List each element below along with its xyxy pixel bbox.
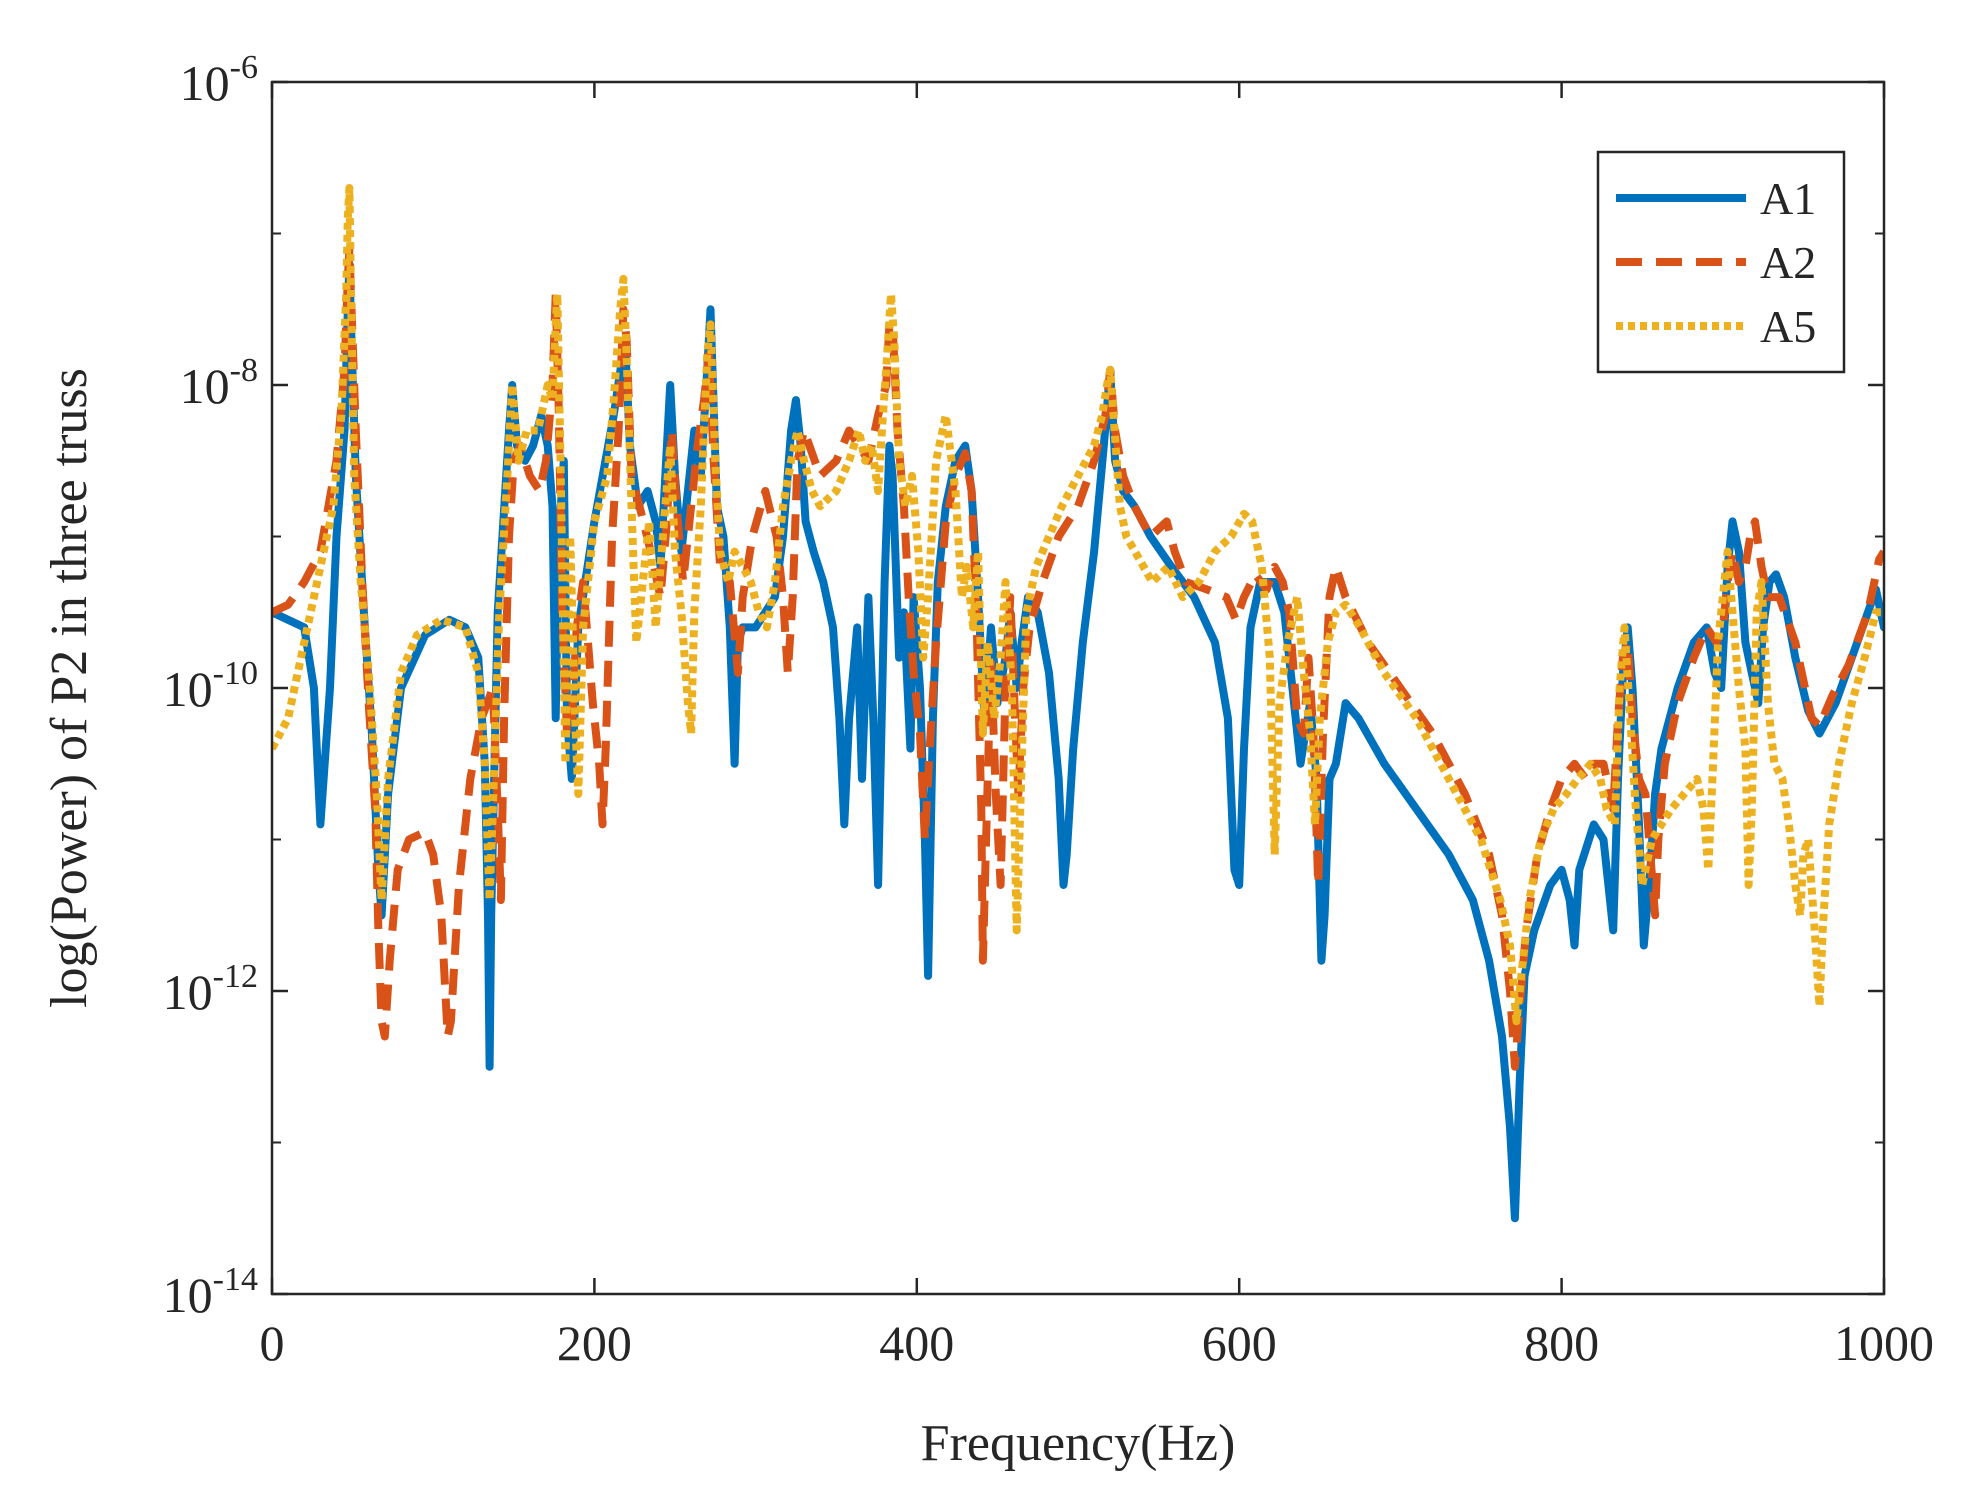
x-tick-label: 0: [260, 1315, 285, 1371]
x-axis-label: Frequency(Hz): [921, 1415, 1236, 1472]
y-tick-label: 10-14: [163, 1261, 258, 1323]
legend: A1 A2 A5: [1596, 150, 1846, 374]
series-layer: [272, 184, 1884, 1223]
y-tick-label: 10-6: [180, 49, 258, 111]
legend-label-a5: A5: [1760, 301, 1816, 352]
x-tick-label: 200: [557, 1315, 632, 1371]
labels-layer: Frequency(Hz) log(Power) of P2 in three …: [41, 368, 1235, 1472]
y-axis-label: log(Power) of P2 in three truss: [41, 368, 98, 1008]
axes-layer: 0 200 400 600 800 1000 10-6 10-8 10-10 10-12 10-14: [163, 49, 1934, 1371]
legend-label-a1: A1: [1760, 173, 1816, 224]
y-tick-label: 10-10: [163, 655, 258, 717]
y-tick-label: 10-12: [163, 958, 258, 1020]
series-line-a2: [272, 244, 1884, 1071]
series-line-a5: [272, 184, 1884, 1026]
x-tick-label: 1000: [1834, 1315, 1934, 1371]
x-tick-label: 600: [1202, 1315, 1277, 1371]
x-tick-label: 800: [1524, 1315, 1599, 1371]
x-tick-label: 400: [879, 1315, 954, 1371]
y-tick-label: 10-8: [180, 352, 258, 414]
legend-label-a2: A2: [1760, 237, 1816, 288]
